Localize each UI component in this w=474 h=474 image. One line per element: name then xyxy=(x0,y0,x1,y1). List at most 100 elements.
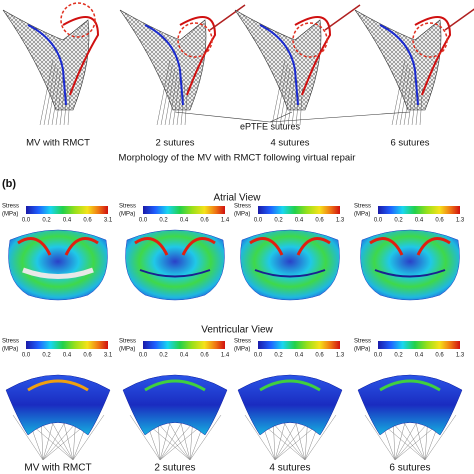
colorbar xyxy=(143,206,225,214)
chorda xyxy=(72,414,105,461)
column-label: 2 sutures xyxy=(155,138,194,149)
column-label: 2 sutures xyxy=(154,463,195,474)
atrial-valve xyxy=(8,229,108,301)
colorbar-label: (MPa) xyxy=(119,212,135,218)
pointer xyxy=(444,8,474,31)
leaflet-edge-red xyxy=(414,16,452,96)
chorda xyxy=(189,414,222,461)
atrial-valve xyxy=(360,229,460,301)
colorbar-tick-label: 0.0 xyxy=(254,218,263,224)
column-label: 4 sutures xyxy=(270,138,309,149)
colorbar-tick-label: 0.0 xyxy=(374,353,383,359)
view-title: Ventricular View xyxy=(201,325,273,336)
chorda xyxy=(279,67,291,126)
colorbar-tick-label: 0.6 xyxy=(83,218,92,224)
view-title: Atrial View xyxy=(213,193,261,204)
colorbar-tick-label: 0.6 xyxy=(200,218,209,224)
colorbar-tick-label: 0.2 xyxy=(274,218,283,224)
colorbar xyxy=(378,341,460,349)
column-label: MV with RMCT xyxy=(24,463,91,474)
chorda xyxy=(283,71,293,126)
annotation-arrow xyxy=(269,111,411,123)
colorbar-tick-label: 0.4 xyxy=(415,353,424,359)
colorbar xyxy=(258,206,340,214)
chorda xyxy=(160,63,173,126)
coaptation-line xyxy=(374,269,446,278)
atrial-valve xyxy=(125,229,225,301)
coaptation-line xyxy=(22,267,94,279)
colorbar xyxy=(143,341,225,349)
coaptation-line xyxy=(139,269,211,278)
colorbar xyxy=(258,341,340,349)
colorbar-tick-label: 0.4 xyxy=(180,218,189,224)
colorbar-label: (MPa) xyxy=(234,347,250,353)
leaflet-edge-red xyxy=(62,16,100,96)
ventricular-valve xyxy=(237,374,343,436)
chorda xyxy=(407,75,416,126)
colorbar-tick-label: 0.0 xyxy=(139,218,148,224)
chorda xyxy=(244,414,276,461)
colorbar xyxy=(378,206,460,214)
colorbar-tick-label: 0.2 xyxy=(42,353,51,359)
ventricular-valve xyxy=(5,374,111,436)
colorbar-label: Stress xyxy=(119,339,136,345)
colorbar-label: Stress xyxy=(354,204,371,210)
chorda xyxy=(399,67,411,126)
column-label: 4 sutures xyxy=(269,463,310,474)
colorbar-tick-label: 0.2 xyxy=(394,353,403,359)
stress-band xyxy=(259,379,321,392)
chorda xyxy=(424,414,457,461)
pointer xyxy=(324,4,361,31)
colorbar-tick-label: 0.4 xyxy=(415,218,424,224)
stress-band xyxy=(27,379,89,392)
leaflet-edge-red xyxy=(294,16,332,96)
chorda xyxy=(129,414,161,461)
leaflet-mesh xyxy=(234,9,322,111)
atrial-valve xyxy=(240,229,340,301)
colorbar-label: (MPa) xyxy=(2,347,18,353)
colorbar xyxy=(26,206,108,214)
chorda xyxy=(395,63,408,126)
colorbar-tick-label: 0.6 xyxy=(435,218,444,224)
colorbar-tick-label: 0.4 xyxy=(63,218,72,224)
colorbar-tick-label: 0.6 xyxy=(435,353,444,359)
pointer xyxy=(209,4,246,31)
stress-band xyxy=(369,237,451,256)
leaflet-mesh xyxy=(2,9,90,111)
colorbar-tick-label: 0.2 xyxy=(42,218,51,224)
colorbar-tick-label: 0.2 xyxy=(159,353,168,359)
chorda xyxy=(403,71,413,126)
colorbar-tick-label: 0.0 xyxy=(139,353,148,359)
stress-band xyxy=(17,237,99,256)
chorda xyxy=(156,59,171,126)
highlight-circle xyxy=(177,22,213,58)
stress-band xyxy=(134,237,216,256)
chorda xyxy=(51,71,61,126)
stress-band xyxy=(144,379,206,392)
colorbar-label: (MPa) xyxy=(2,212,18,218)
chorda xyxy=(12,414,44,461)
annotation-arrow xyxy=(174,111,271,123)
colorbar-tick-label: 0.0 xyxy=(22,218,31,224)
colorbar-tick-label: 0.6 xyxy=(83,353,92,359)
leaflet-mesh xyxy=(354,9,442,111)
colorbar-tick-label: 0.4 xyxy=(295,218,304,224)
colorbar-tick-label: 0.2 xyxy=(274,353,283,359)
colorbar-label: (MPa) xyxy=(234,212,250,218)
colorbar-tick-label: 0.4 xyxy=(295,353,304,359)
chorda xyxy=(47,67,59,126)
colorbar-tick-label: 0.0 xyxy=(254,353,263,359)
coaptation-line xyxy=(254,269,326,278)
chorda xyxy=(39,59,54,126)
colorbar xyxy=(26,341,108,349)
leaflet-edge-red xyxy=(179,16,217,96)
highlight-circle xyxy=(60,2,96,38)
colorbar-tick-label: 0.6 xyxy=(315,353,324,359)
leaflet-edge-blue xyxy=(27,24,67,106)
colorbar-tick-label: 3.1 xyxy=(104,353,113,359)
colorbar-tick-label: 3.1 xyxy=(104,218,113,224)
chorda xyxy=(364,414,396,461)
chorda xyxy=(55,75,64,126)
chorda xyxy=(164,67,176,126)
colorbar-tick-label: 1.3 xyxy=(456,353,465,359)
